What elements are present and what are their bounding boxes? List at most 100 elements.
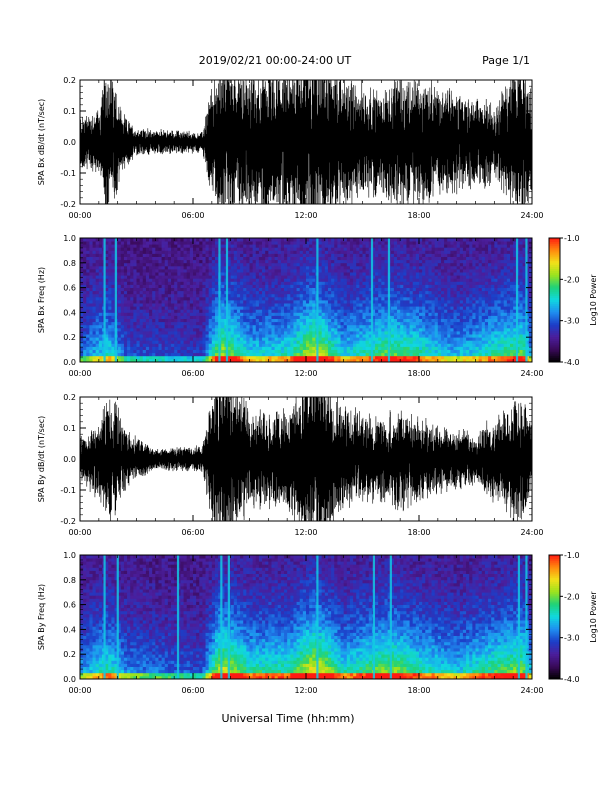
spectrogram-cell	[189, 278, 194, 282]
spectrogram-cell	[211, 337, 216, 341]
spectrogram-cell	[152, 284, 156, 288]
spectrogram-cell	[205, 331, 210, 335]
spectrogram-cell	[145, 343, 150, 347]
spectrogram-cell	[409, 346, 414, 350]
spectrogram-cell	[406, 334, 410, 338]
spectrogram-cell	[80, 293, 84, 298]
spectrogram-cell	[133, 244, 137, 248]
spectrogram-cell	[302, 324, 307, 329]
spectrogram-cell	[334, 250, 338, 254]
spectrogram-cell	[444, 256, 448, 261]
spectrogram-cell	[252, 312, 257, 316]
spectrogram-cell	[284, 265, 288, 270]
spectrogram-cell	[318, 290, 323, 295]
spectrogram-cell	[415, 306, 420, 310]
spectrogram-cell	[290, 340, 294, 344]
spectrogram-cell	[233, 352, 238, 357]
spectrogram-cell	[397, 343, 401, 347]
spectrogram-cell	[98, 253, 103, 257]
spectrogram-cell	[236, 309, 241, 313]
spectrogram-cell	[337, 321, 341, 326]
spectrogram-cell	[167, 337, 172, 341]
spectrogram-cell	[393, 284, 398, 288]
spectrogram-cell	[296, 269, 301, 273]
spectrogram-cell	[412, 256, 417, 261]
spectrogram-cell	[139, 241, 144, 245]
spectrogram-cell	[346, 340, 351, 344]
spectrogram-cell	[274, 253, 279, 257]
spectrogram-cell	[327, 265, 332, 270]
spectrogram-cell	[340, 349, 345, 354]
spectrogram-cell	[356, 244, 360, 248]
spectrogram-cell	[180, 312, 184, 316]
spectrogram-cell	[381, 250, 385, 254]
spectrogram-cell	[268, 296, 272, 301]
spectrogram-cell	[277, 355, 282, 360]
spectrogram-cell	[161, 269, 166, 273]
spectrogram-cell	[384, 306, 389, 310]
spectrogram-cell	[193, 262, 197, 267]
spectrogram-cell	[378, 253, 382, 257]
spectrogram-cell	[324, 337, 329, 341]
spectrogram-cell	[459, 284, 464, 288]
spectrogram-cell	[186, 265, 191, 270]
spectrogram-cell	[252, 259, 257, 264]
spectrogram-cell	[240, 241, 244, 245]
spectrogram-cell	[174, 247, 178, 251]
spectrogram-cell	[149, 272, 153, 276]
spectrogram-cell	[368, 265, 373, 270]
spectrogram-cell	[321, 349, 326, 354]
spectrogram-cell	[324, 247, 329, 251]
spectrogram-cell	[152, 327, 156, 332]
spectrogram-cell	[120, 303, 125, 307]
spectrogram-cell	[193, 265, 197, 270]
spectrogram-cell	[108, 343, 112, 347]
spectrogram-cell	[293, 346, 297, 350]
spectrogram-cell	[437, 340, 442, 344]
spectrogram-cell	[142, 303, 147, 307]
spectrogram-cell	[378, 343, 382, 347]
spectrogram-cell	[174, 238, 178, 242]
spectrogram-cell	[108, 318, 112, 323]
spectrogram-cell	[287, 281, 291, 285]
spectrogram-cell	[356, 346, 360, 350]
spectrogram-cell	[123, 309, 128, 313]
spectrogram-cell	[208, 253, 213, 257]
spectrogram-cell	[86, 340, 90, 344]
spectrogram-cell	[440, 275, 445, 279]
spectrogram-cell	[444, 269, 448, 273]
spectrogram-cell	[327, 349, 332, 354]
spectrogram-cell	[419, 244, 423, 248]
spectrogram-cell	[92, 250, 97, 254]
spectrogram-cell	[180, 290, 184, 295]
spectrogram-cell	[149, 284, 153, 288]
spectrogram-cell	[214, 296, 219, 301]
spectrogram-cell	[252, 293, 257, 298]
spectrogram-cell	[149, 340, 153, 344]
spectrogram-cell	[327, 269, 332, 273]
spectrogram-cell	[120, 300, 125, 304]
spectrogram-cell	[353, 358, 357, 363]
spectrogram-cell	[318, 306, 323, 310]
spectrogram-cell	[92, 293, 97, 298]
spectrogram-cell	[171, 290, 175, 295]
spectrogram-cell	[152, 272, 156, 276]
spectrogram-cell	[123, 327, 128, 332]
spectrogram-cell	[142, 293, 147, 298]
spectrogram-cell	[127, 278, 131, 282]
spectrogram-cell	[123, 269, 128, 273]
spectrogram-cell	[362, 262, 367, 267]
spectrogram-cell	[422, 244, 426, 248]
spectrogram-cell	[371, 352, 376, 357]
spectrogram-cell	[236, 334, 241, 338]
spectrogram-cell	[306, 250, 310, 254]
spectrogram-cell	[193, 337, 197, 341]
spectrogram-cell	[142, 284, 147, 288]
spectrogram-cell	[412, 312, 417, 316]
spectrogram-cell	[353, 312, 357, 316]
spectrogram-cell	[214, 244, 219, 248]
spectrogram-cell	[415, 287, 420, 292]
spectrogram-cell	[221, 340, 225, 344]
spectrogram-cell	[174, 269, 178, 273]
spectrogram-cell	[293, 337, 297, 341]
